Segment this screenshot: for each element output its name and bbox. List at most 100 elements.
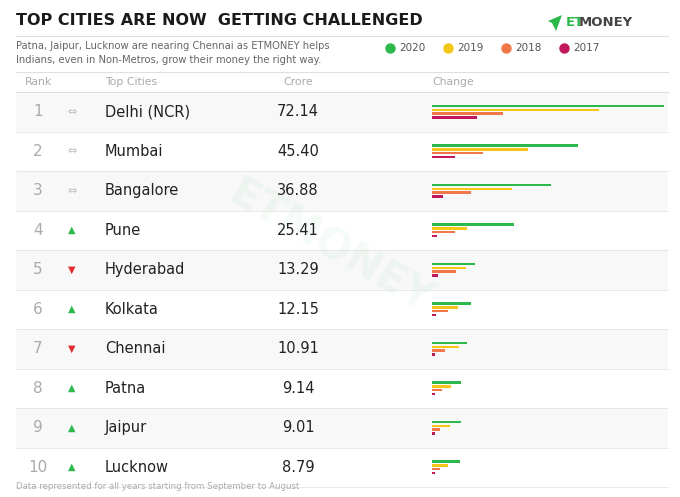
- Text: ▲: ▲: [68, 423, 75, 433]
- Text: ▲: ▲: [68, 462, 75, 472]
- Bar: [432, 191, 471, 194]
- Bar: [432, 148, 528, 151]
- Text: ▲: ▲: [68, 383, 75, 393]
- Bar: [16, 329, 668, 368]
- Bar: [432, 421, 461, 423]
- Polygon shape: [548, 15, 562, 31]
- Bar: [432, 393, 435, 395]
- Text: Rank: Rank: [24, 77, 52, 87]
- Text: 2018: 2018: [515, 43, 541, 53]
- Bar: [432, 116, 477, 119]
- Text: 2017: 2017: [573, 43, 599, 53]
- Text: 5: 5: [33, 262, 43, 277]
- Bar: [432, 184, 551, 186]
- Text: 2020: 2020: [399, 43, 425, 53]
- Bar: [432, 342, 467, 344]
- Bar: [432, 231, 454, 234]
- Bar: [16, 408, 668, 447]
- Bar: [432, 464, 448, 467]
- Text: ▼: ▼: [68, 265, 75, 275]
- Text: Jaipur: Jaipur: [105, 420, 148, 435]
- Bar: [432, 224, 513, 226]
- Bar: [432, 468, 440, 470]
- Text: Delhi (NCR): Delhi (NCR): [105, 104, 190, 119]
- Text: Patna: Patna: [105, 381, 146, 396]
- Text: ▲: ▲: [68, 304, 75, 314]
- Bar: [432, 310, 448, 312]
- Text: 9: 9: [33, 420, 43, 435]
- Text: 13.29: 13.29: [277, 262, 319, 277]
- Bar: [432, 424, 449, 427]
- Bar: [432, 385, 452, 388]
- Bar: [432, 382, 462, 384]
- Bar: [432, 195, 443, 197]
- Text: 2: 2: [33, 144, 43, 159]
- Bar: [432, 267, 466, 269]
- Bar: [432, 152, 483, 155]
- Bar: [432, 188, 513, 190]
- Text: 3: 3: [33, 183, 43, 198]
- Bar: [432, 349, 445, 352]
- Bar: [432, 428, 440, 431]
- Text: ⇔: ⇔: [67, 146, 77, 156]
- Text: 6: 6: [33, 302, 43, 317]
- Text: 12.15: 12.15: [277, 302, 319, 317]
- Text: Patna, Jaipur, Lucknow are nearing Chennai as ETMONEY helps
Indians, even in Non: Patna, Jaipur, Lucknow are nearing Chenn…: [16, 41, 330, 66]
- Text: ⇔: ⇔: [67, 186, 77, 196]
- Text: 72.14: 72.14: [277, 104, 319, 119]
- Bar: [432, 235, 437, 237]
- Bar: [432, 227, 467, 230]
- Text: ⇔: ⇔: [67, 107, 77, 117]
- Bar: [432, 353, 435, 355]
- Bar: [16, 171, 668, 211]
- Text: 10: 10: [29, 460, 48, 475]
- Text: 8.79: 8.79: [282, 460, 314, 475]
- Bar: [16, 92, 668, 132]
- Text: Chennai: Chennai: [105, 341, 165, 356]
- Text: Lucknow: Lucknow: [105, 460, 169, 475]
- Text: MONEY: MONEY: [579, 15, 633, 28]
- Bar: [16, 250, 668, 289]
- Text: 1: 1: [33, 104, 43, 119]
- Bar: [432, 303, 471, 305]
- Text: Pune: Pune: [105, 223, 141, 238]
- Bar: [432, 145, 578, 147]
- Text: 7: 7: [33, 341, 43, 356]
- Text: 9.01: 9.01: [282, 420, 314, 435]
- Text: 4: 4: [33, 223, 43, 238]
- Text: Hyderabad: Hyderabad: [105, 262, 186, 277]
- Bar: [432, 306, 458, 309]
- Bar: [432, 263, 475, 265]
- Text: Change: Change: [432, 77, 474, 87]
- Text: Data represented for all years starting from September to August: Data represented for all years starting …: [16, 482, 299, 491]
- Text: 9.14: 9.14: [282, 381, 314, 396]
- Text: TOP CITIES ARE NOW  GETTING CHALLENGED: TOP CITIES ARE NOW GETTING CHALLENGED: [16, 13, 423, 28]
- Text: 10.91: 10.91: [277, 341, 319, 356]
- Bar: [432, 112, 503, 115]
- Text: ▲: ▲: [68, 225, 75, 235]
- Text: 36.88: 36.88: [277, 183, 319, 198]
- Bar: [432, 460, 460, 463]
- Text: 2019: 2019: [457, 43, 483, 53]
- Bar: [432, 389, 441, 391]
- Bar: [432, 105, 664, 107]
- Text: Bangalore: Bangalore: [105, 183, 180, 198]
- Bar: [432, 432, 435, 434]
- Text: Crore: Crore: [283, 77, 313, 87]
- Text: 25.41: 25.41: [277, 223, 319, 238]
- Text: Mumbai: Mumbai: [105, 144, 163, 159]
- Text: ▼: ▼: [68, 344, 75, 354]
- Text: Kolkata: Kolkata: [105, 302, 159, 317]
- Bar: [432, 270, 456, 273]
- Bar: [432, 314, 436, 316]
- Bar: [432, 109, 599, 111]
- Bar: [432, 345, 459, 348]
- Text: Top Cities: Top Cities: [105, 77, 157, 87]
- Text: ETMONEY: ETMONEY: [221, 172, 439, 322]
- Text: ET: ET: [566, 15, 584, 28]
- Bar: [432, 472, 435, 474]
- Bar: [432, 274, 438, 276]
- Text: 8: 8: [33, 381, 43, 396]
- Bar: [432, 156, 454, 158]
- Text: 45.40: 45.40: [277, 144, 319, 159]
